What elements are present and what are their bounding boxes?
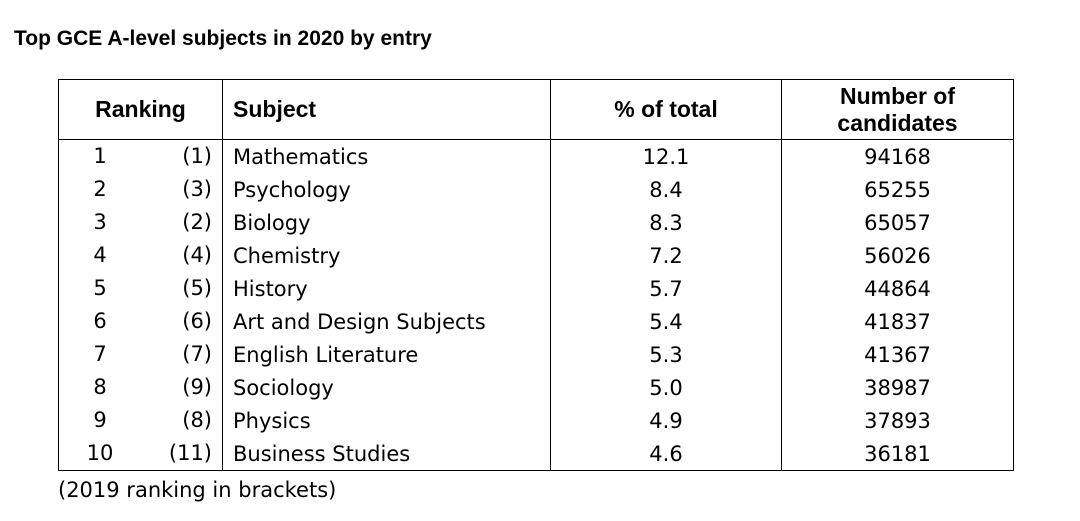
subject-cell: History — [222, 272, 551, 305]
ranking-cell: 1 (1) — [58, 139, 223, 173]
ranking-cell: 6 (6) — [58, 305, 223, 338]
candidates-cell: 37893 — [781, 404, 1014, 437]
header-row: Ranking Subject % of total Number of can… — [58, 79, 1014, 140]
table-row: 8 (9) Sociology 5.0 38987 — [58, 371, 1014, 404]
subject-cell: Physics — [222, 404, 551, 437]
subject-cell: Psychology — [222, 173, 551, 206]
header-number-line1: Number of — [840, 82, 955, 109]
ranking-cell: 2 (3) — [58, 173, 223, 206]
candidates-cell: 41367 — [781, 338, 1014, 371]
percent-cell: 4.9 — [550, 404, 782, 437]
rank-2019: (2) — [182, 210, 212, 234]
rank-2020: 5 — [93, 276, 107, 300]
subject-cell: Mathematics — [222, 139, 551, 173]
rank-2020: 4 — [93, 243, 107, 267]
ranking-cell: 10 (11) — [58, 437, 223, 471]
rank-2020: 6 — [93, 309, 107, 333]
rank-2020: 9 — [93, 408, 107, 432]
percent-cell: 5.0 — [550, 371, 782, 404]
subject-cell: Art and Design Subjects — [222, 305, 551, 338]
header-percent-of-total: % of total — [550, 79, 782, 140]
subject-cell: Business Studies — [222, 437, 551, 471]
percent-cell: 5.3 — [550, 338, 782, 371]
header-number-line2: candidates — [837, 109, 958, 136]
subject-cell: Sociology — [222, 371, 551, 404]
ranking-cell: 5 (5) — [58, 272, 223, 305]
candidates-cell: 38987 — [781, 371, 1014, 404]
percent-cell: 7.2 — [550, 239, 782, 272]
header-number-of-candidates: Number of candidates — [781, 79, 1014, 140]
table-row: 4 (4) Chemistry 7.2 56026 — [58, 239, 1014, 272]
candidates-cell: 94168 — [781, 139, 1014, 173]
rank-2020: 7 — [93, 342, 107, 366]
table-row: 1 (1) Mathematics 12.1 94168 — [58, 139, 1014, 173]
rank-2019: (3) — [182, 177, 212, 201]
table-row: 10 (11) Business Studies 4.6 36181 — [58, 437, 1014, 471]
rank-2019: (11) — [168, 441, 212, 465]
table-row: 5 (5) History 5.7 44864 — [58, 272, 1014, 305]
table-header: Ranking Subject % of total Number of can… — [58, 79, 1014, 140]
table-row: 3 (2) Biology 8.3 65057 — [58, 206, 1014, 239]
rank-2019: (9) — [182, 375, 212, 399]
candidates-cell: 44864 — [781, 272, 1014, 305]
rank-2020: 2 — [93, 177, 107, 201]
subject-cell: English Literature — [222, 338, 551, 371]
page-title: Top GCE A-level subjects in 2020 by entr… — [14, 27, 432, 50]
subject-cell: Chemistry — [222, 239, 551, 272]
ranking-cell: 3 (2) — [58, 206, 223, 239]
rank-2019: (7) — [182, 342, 212, 366]
table-body: 1 (1) Mathematics 12.1 94168 2 (3) Psychology 8.… — [58, 139, 1014, 471]
candidates-cell: 56026 — [781, 239, 1014, 272]
table-row: 6 (6) Art and Design Subjects 5.4 41837 — [58, 305, 1014, 338]
table-row: 7 (7) English Literature 5.3 41367 — [58, 338, 1014, 371]
candidates-cell: 41837 — [781, 305, 1014, 338]
table-row: 2 (3) Psychology 8.4 65255 — [58, 173, 1014, 206]
rank-2019: (1) — [182, 144, 212, 168]
rank-2019: (4) — [182, 243, 212, 267]
rank-2020: 1 — [93, 144, 107, 168]
ranking-cell: 7 (7) — [58, 338, 223, 371]
candidates-cell: 65255 — [781, 173, 1014, 206]
candidates-cell: 65057 — [781, 206, 1014, 239]
percent-cell: 5.7 — [550, 272, 782, 305]
rank-2019: (8) — [182, 408, 212, 432]
percent-cell: 8.4 — [550, 173, 782, 206]
rank-2020: 8 — [93, 375, 107, 399]
rank-2019: (6) — [182, 309, 212, 333]
rank-2019: (5) — [182, 276, 212, 300]
ranking-cell: 8 (9) — [58, 371, 223, 404]
header-subject: Subject — [222, 79, 551, 140]
percent-cell: 5.4 — [550, 305, 782, 338]
percent-cell: 8.3 — [550, 206, 782, 239]
footnote: (2019 ranking in brackets) — [58, 478, 337, 502]
ranking-table: Ranking Subject % of total Number of can… — [58, 79, 1014, 471]
rank-2020: 10 — [86, 441, 114, 465]
rank-2020: 3 — [93, 210, 107, 234]
candidates-cell: 36181 — [781, 437, 1014, 471]
subject-cell: Biology — [222, 206, 551, 239]
percent-cell: 12.1 — [550, 139, 782, 173]
header-ranking: Ranking — [58, 79, 223, 140]
ranking-cell: 9 (8) — [58, 404, 223, 437]
table-row: 9 (8) Physics 4.9 37893 — [58, 404, 1014, 437]
percent-cell: 4.6 — [550, 437, 782, 471]
ranking-cell: 4 (4) — [58, 239, 223, 272]
